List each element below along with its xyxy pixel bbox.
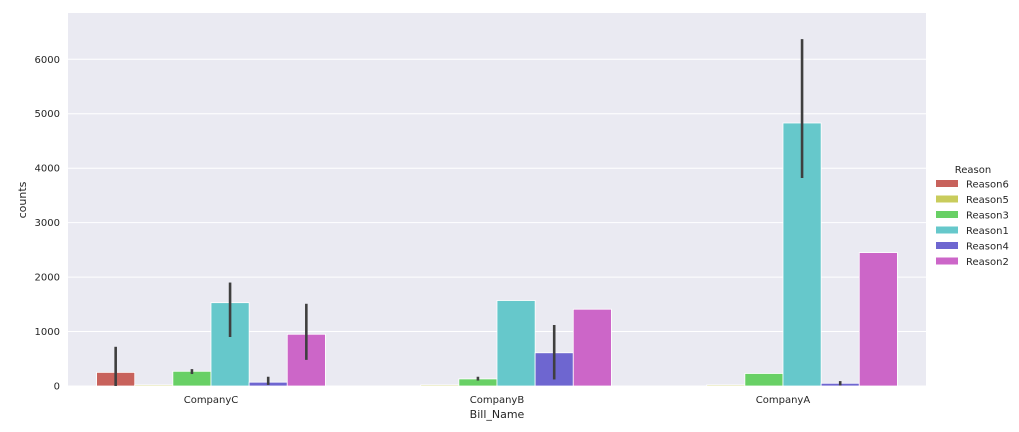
legend-swatch-reason4 (936, 242, 958, 249)
legend-label-reason5: Reason5 (966, 195, 1009, 206)
bar-reason2-companyb (572, 308, 612, 387)
legend-label-reason6: Reason6 (966, 180, 1009, 191)
legend-swatch-reason6 (936, 180, 958, 187)
x-tick-labels: CompanyC CompanyB CompanyA (184, 395, 811, 406)
legend-label-reason3: Reason3 (966, 211, 1009, 222)
y-tick-label: 1000 (35, 327, 60, 338)
bar-reason5-companyb (420, 384, 460, 387)
bar-reason2-companya (858, 252, 898, 387)
x-axis-label: Bill_Name (470, 408, 525, 421)
y-axis-label: counts (16, 181, 29, 218)
y-tick-labels: 0 1000 2000 3000 4000 5000 6000 (35, 55, 60, 393)
legend-label-reason2: Reason2 (966, 257, 1009, 268)
legend-label-reason1: Reason1 (966, 226, 1009, 237)
legend: Reason Reason6 Reason5 Reason3 Reason1 Reaso… (936, 165, 1009, 268)
x-tick-label: CompanyC (184, 395, 239, 406)
y-tick-label: 3000 (35, 218, 60, 229)
error-bars (114, 39, 842, 386)
legend-swatch-reason5 (936, 195, 958, 203)
bar-reason1-companyb (496, 300, 536, 387)
bars (96, 122, 898, 387)
y-tick-label: 2000 (35, 273, 60, 284)
legend-label-reason4: Reason4 (966, 242, 1009, 253)
bar-reason3-companya (744, 373, 784, 387)
y-tick-label: 5000 (35, 109, 60, 120)
x-tick-label: CompanyA (756, 395, 811, 406)
legend-title: Reason (955, 165, 991, 176)
bar-reason5-companyc (134, 384, 174, 387)
x-tick-label: CompanyB (470, 395, 525, 406)
legend-swatch-reason2 (936, 257, 958, 265)
y-tick-label: 0 (54, 382, 60, 393)
legend-swatch-reason1 (936, 226, 958, 234)
y-tick-label: 6000 (35, 55, 60, 66)
y-tick-label: 4000 (35, 164, 60, 175)
bar-reason5-companya (706, 384, 746, 387)
legend-swatch-reason3 (936, 211, 958, 218)
